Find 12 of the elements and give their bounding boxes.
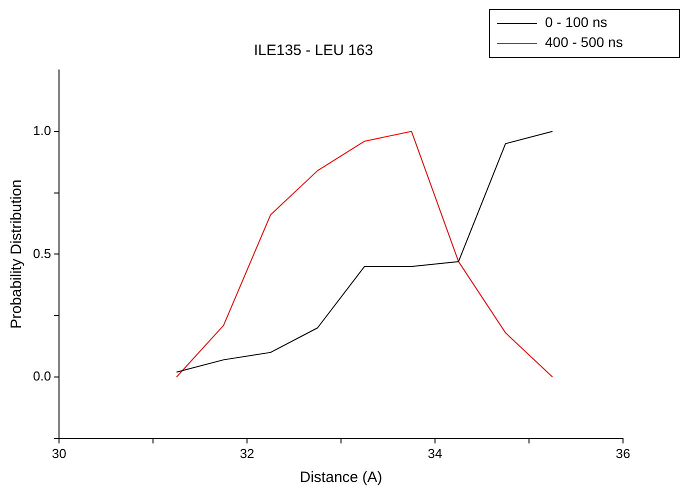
legend-label: 0 - 100 ns — [545, 14, 608, 30]
y-tick-label: 0.0 — [32, 368, 52, 384]
chart-title: ILE135 - LEU 163 — [254, 42, 374, 60]
y-tick-label: 1.0 — [32, 122, 52, 138]
x-tick-label: 30 — [52, 446, 66, 461]
x-tick-label: 32 — [240, 446, 254, 461]
y-axis-title: Probability Distribution — [8, 180, 26, 329]
legend-label: 400 - 500 ns — [545, 34, 623, 50]
y-tick-label: 0.5 — [32, 246, 52, 261]
x-tick-label: 36 — [616, 446, 630, 461]
x-tick-label: 34 — [428, 446, 442, 461]
x-axis-title: Distance (A) — [300, 469, 382, 486]
